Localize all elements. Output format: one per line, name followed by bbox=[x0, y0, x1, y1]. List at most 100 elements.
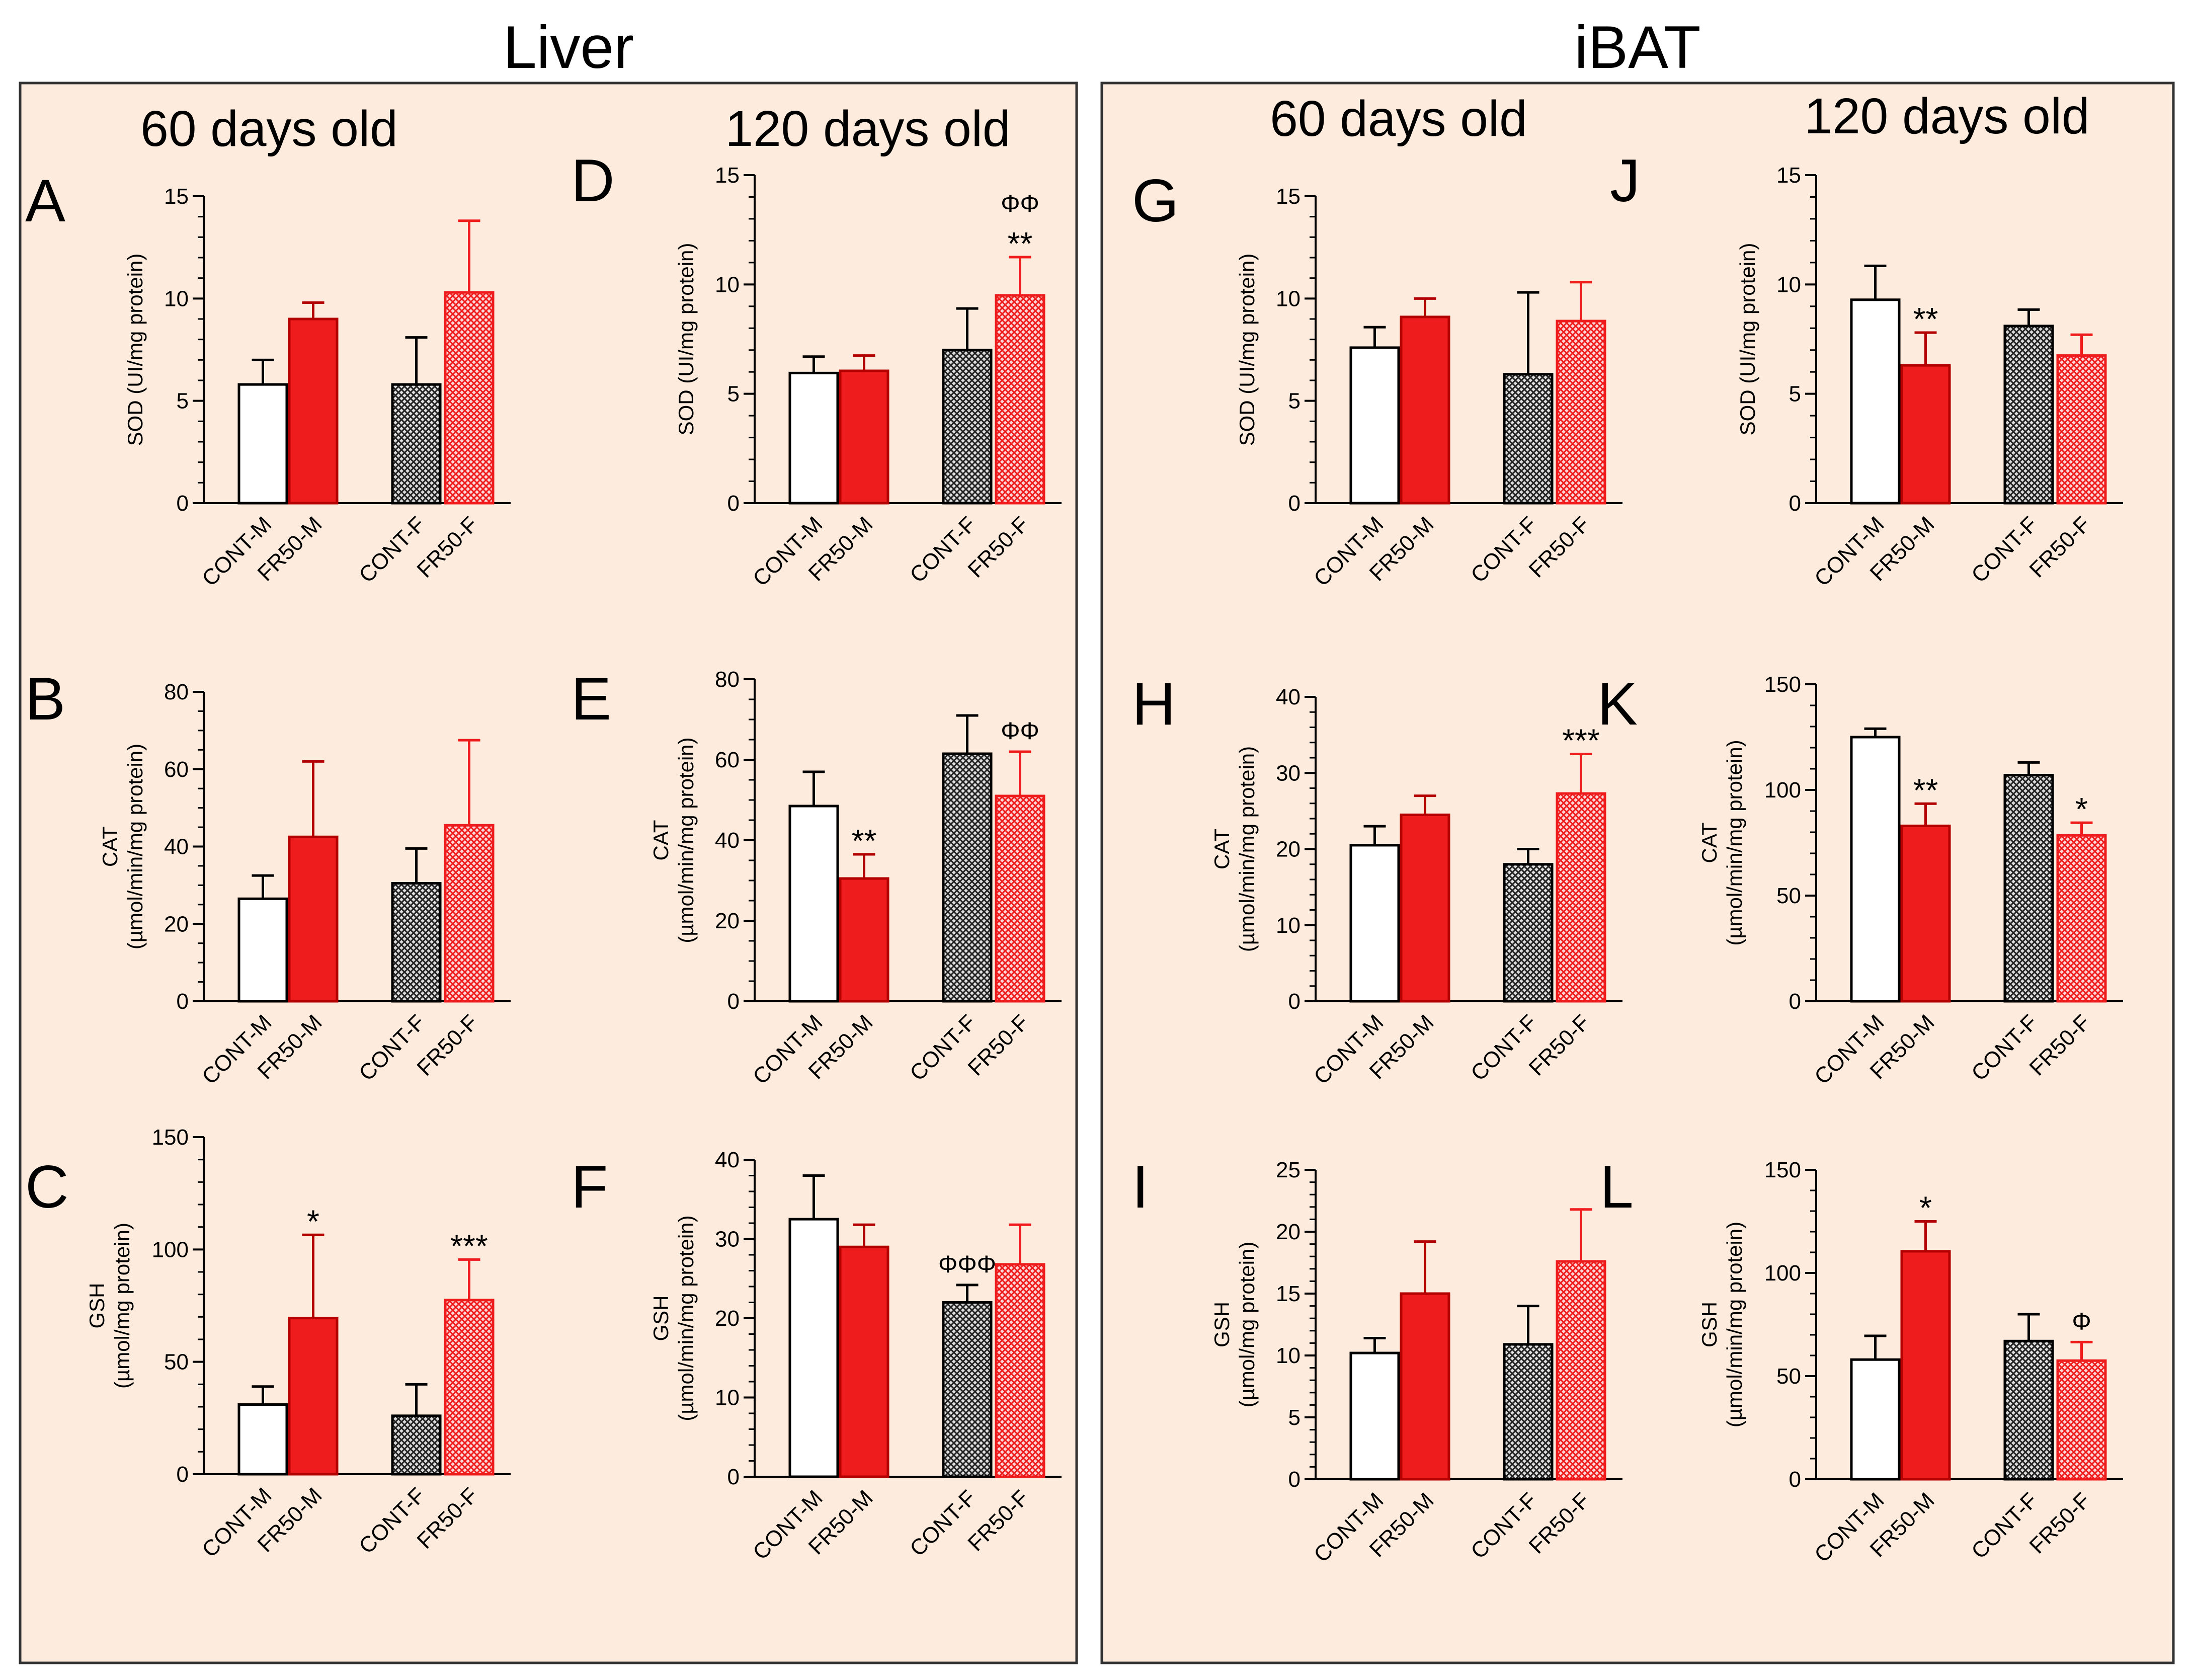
bar-cont-f bbox=[2003, 774, 2054, 1003]
y-tick-label: 100 bbox=[1764, 1261, 1801, 1286]
y-tick-label: 15 bbox=[715, 163, 740, 188]
y-axis-title: (µmol/min/mg protein) bbox=[674, 737, 698, 943]
y-tick-label: 10 bbox=[1276, 913, 1301, 938]
y-tick-label: 150 bbox=[152, 1125, 189, 1150]
panel-letter: C bbox=[25, 1153, 69, 1221]
bar-fr50-m bbox=[288, 835, 339, 1003]
bar-fr50-f bbox=[2056, 354, 2107, 505]
y-tick-label: 20 bbox=[164, 912, 189, 936]
bar-fr50-m bbox=[1400, 1292, 1450, 1481]
y-tick-label: 60 bbox=[164, 757, 189, 782]
bar-cont-m bbox=[788, 371, 839, 505]
liver-column-title-60-days: 60 days old bbox=[140, 101, 397, 157]
y-tick-label: 60 bbox=[715, 748, 740, 772]
y-tick-label: 20 bbox=[1276, 1220, 1301, 1244]
y-tick-label: 5 bbox=[1789, 382, 1801, 407]
bar-cont-f bbox=[942, 752, 993, 1003]
y-tick-label: 0 bbox=[727, 1465, 740, 1489]
y-tick-label: 25 bbox=[1276, 1158, 1301, 1182]
panel-letter: I bbox=[1132, 1153, 1149, 1221]
panel-letter: D bbox=[571, 147, 615, 214]
bar-cont-f bbox=[942, 349, 993, 505]
y-tick-label: 40 bbox=[164, 835, 189, 859]
significance-stars: *** bbox=[450, 1228, 488, 1264]
bar-fr50-m bbox=[1900, 364, 1951, 505]
significance-phi: ΦΦ bbox=[1001, 191, 1039, 217]
y-axis-title: GSH bbox=[1210, 1302, 1234, 1347]
y-axis-title: SOD (UI/mg protein) bbox=[1235, 254, 1259, 446]
bar-cont-m bbox=[1349, 346, 1400, 505]
bar-fr50-f bbox=[995, 294, 1045, 505]
bar-fr50-f bbox=[444, 824, 495, 1003]
y-axis-title: (µmol/mg protein) bbox=[1235, 1242, 1259, 1408]
y-axis-title: CAT bbox=[1697, 823, 1721, 863]
y-axis-title: (µmol/min/mg protein) bbox=[123, 744, 147, 949]
y-axis-title: (µmol/min/mg protein) bbox=[1723, 1222, 1746, 1427]
y-tick-label: 5 bbox=[177, 389, 189, 414]
y-tick-label: 150 bbox=[1764, 672, 1801, 697]
panel-letter: B bbox=[25, 665, 65, 733]
y-tick-label: 0 bbox=[1288, 1467, 1301, 1492]
y-tick-label: 15 bbox=[164, 184, 189, 209]
bar-fr50-m bbox=[839, 369, 889, 505]
panel-letter: G bbox=[1132, 167, 1179, 234]
bar-cont-m bbox=[1850, 298, 1901, 505]
y-tick-label: 0 bbox=[1288, 989, 1301, 1014]
panel-letter: L bbox=[1600, 1153, 1634, 1221]
significance-stars: ** bbox=[1913, 772, 1938, 808]
y-axis-title: CAT bbox=[98, 826, 122, 867]
y-tick-label: 10 bbox=[715, 272, 740, 297]
bar-cont-f bbox=[391, 1414, 442, 1476]
significance-stars: ** bbox=[1913, 301, 1938, 337]
y-tick-label: 30 bbox=[1276, 761, 1301, 785]
y-tick-label: 0 bbox=[727, 491, 740, 516]
panel-letter: A bbox=[25, 167, 65, 234]
y-tick-label: 100 bbox=[1764, 778, 1801, 803]
y-axis-title: (µmol/min/mg protein) bbox=[674, 1215, 698, 1421]
bar-cont-m bbox=[788, 805, 839, 1003]
y-tick-label: 20 bbox=[715, 1306, 740, 1331]
bar-fr50-m bbox=[1900, 824, 1951, 1003]
y-axis-title: SOD (UI/mg protein) bbox=[123, 254, 147, 446]
y-axis-title: (µmol/min/mg protein) bbox=[1723, 740, 1746, 945]
panel-letter: F bbox=[571, 1153, 608, 1221]
y-tick-label: 15 bbox=[1276, 184, 1301, 209]
section-title-liver: Liver bbox=[503, 14, 634, 81]
significance-stars: * bbox=[307, 1203, 319, 1239]
ibat-section-box bbox=[1100, 82, 2175, 1664]
bar-cont-f bbox=[1503, 373, 1554, 505]
bar-cont-f bbox=[1503, 1343, 1554, 1481]
bar-fr50-f bbox=[995, 794, 1045, 1003]
y-axis-title: CAT bbox=[1210, 829, 1234, 869]
panel-letter: H bbox=[1132, 670, 1176, 738]
y-tick-label: 10 bbox=[164, 286, 189, 311]
bar-cont-m bbox=[237, 383, 288, 505]
y-tick-label: 80 bbox=[164, 680, 189, 704]
bar-fr50-m bbox=[288, 1317, 339, 1476]
panel-letter: E bbox=[571, 665, 611, 733]
ibat-column-title-60-days: 60 days old bbox=[1270, 91, 1527, 147]
bar-fr50-m bbox=[839, 1245, 889, 1478]
bar-fr50-f bbox=[2056, 834, 2107, 1003]
bar-cont-f bbox=[942, 1301, 993, 1478]
y-tick-label: 40 bbox=[715, 1148, 740, 1172]
bar-fr50-m bbox=[1400, 315, 1450, 505]
significance-stars: *** bbox=[1562, 722, 1600, 758]
panel-letter: J bbox=[1610, 147, 1640, 214]
bar-cont-m bbox=[788, 1218, 839, 1478]
significance-stars: ** bbox=[852, 823, 877, 859]
significance-phi: ΦΦΦ bbox=[938, 1251, 996, 1278]
y-tick-label: 5 bbox=[1288, 1405, 1301, 1430]
y-tick-label: 0 bbox=[1789, 1467, 1801, 1492]
y-axis-title: GSH bbox=[85, 1283, 109, 1328]
liver-column-title-120-days: 120 days old bbox=[725, 101, 1010, 157]
bar-cont-m bbox=[1850, 736, 1901, 1003]
section-title-ibat: iBAT bbox=[1574, 14, 1700, 81]
y-tick-label: 5 bbox=[1288, 389, 1301, 414]
bar-cont-m bbox=[237, 897, 288, 1003]
bar-fr50-m bbox=[1900, 1250, 1951, 1481]
y-tick-label: 50 bbox=[164, 1350, 189, 1375]
